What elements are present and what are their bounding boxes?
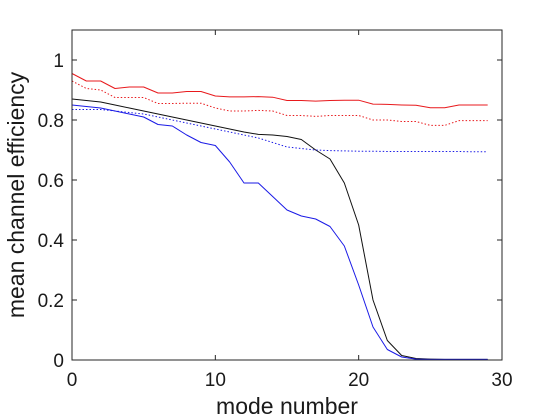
y-tick-label: 0.8 xyxy=(38,111,64,132)
y-tick-label: 0.6 xyxy=(38,171,64,192)
series-layer xyxy=(71,73,488,360)
x-tick-label: 20 xyxy=(348,370,369,391)
series-line-5 xyxy=(71,104,488,360)
series-line-3 xyxy=(71,98,488,360)
y-tick-label: 0.4 xyxy=(38,231,65,252)
x-tick-label: 0 xyxy=(67,370,78,391)
y-tick-label: 0 xyxy=(53,351,64,372)
series-line-4 xyxy=(72,109,488,153)
x-tick-label: 30 xyxy=(491,370,512,391)
plot-area-frame xyxy=(71,29,503,361)
x-tick-label: 10 xyxy=(205,370,226,391)
y-tick-label: 1 xyxy=(53,51,64,72)
series-line-2 xyxy=(71,80,488,126)
series-line-1 xyxy=(71,73,488,109)
x-axis-label: mode number xyxy=(216,393,358,419)
y-axis-label: mean channel efficiency xyxy=(3,71,29,318)
ticks-layer: 0 10 20 30 0 0.2 0.4 0.6 0.8 1 xyxy=(38,30,513,391)
y-tick-label: 0.2 xyxy=(38,291,64,312)
